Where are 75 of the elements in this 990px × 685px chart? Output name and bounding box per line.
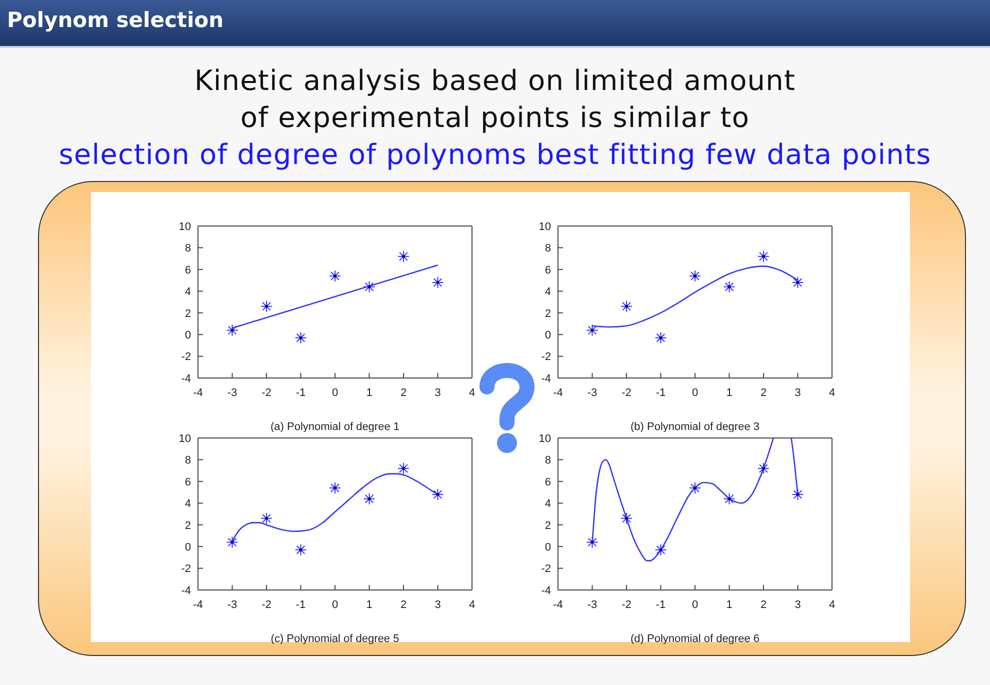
x-axis-title: (d) Polynomial of degree 6 xyxy=(630,633,760,645)
x-axis-title: (c) Polynomial of degree 5 xyxy=(270,633,400,645)
y-tick-label: 0 xyxy=(544,329,551,342)
y-tick-label: 4 xyxy=(184,286,191,298)
y-tick-label: -2 xyxy=(541,563,551,576)
y-tick-label: 2 xyxy=(544,308,551,320)
x-tick-label: -1 xyxy=(656,386,666,399)
x-tick-label: -4 xyxy=(553,386,563,399)
x-tick-label: 2 xyxy=(400,386,407,399)
x-tick-label: -3 xyxy=(227,598,238,611)
y-tick-label: 8 xyxy=(544,454,551,467)
y-tick-label: 6 xyxy=(544,264,551,276)
y-tick-label: 8 xyxy=(184,454,191,467)
text: selection of degree of polynoms best fitting few data points xyxy=(58,137,932,173)
x-tick-label: -3 xyxy=(587,598,598,611)
y-tick-label: 0 xyxy=(184,541,191,554)
x-tick-label: 2 xyxy=(760,598,767,611)
y-tick-label: 2 xyxy=(544,520,551,532)
x-tick-label: 1 xyxy=(366,386,372,399)
x-tick-label: -2 xyxy=(622,598,632,611)
x-tick-label: 3 xyxy=(434,598,441,611)
x-tick-label: 0 xyxy=(332,598,338,611)
x-tick-label: 3 xyxy=(794,598,801,611)
x-axis-title: (a) Polynomial of degree 1 xyxy=(270,421,400,433)
y-tick-label: 4 xyxy=(184,498,191,510)
y-tick-label: 6 xyxy=(544,476,551,488)
y-tick-label: -4 xyxy=(541,372,551,385)
x-tick-label: 2 xyxy=(760,386,767,399)
y-tick-label: 0 xyxy=(184,329,191,342)
x-tick-label: -4 xyxy=(553,598,563,611)
x-tick-label: 4 xyxy=(828,598,836,611)
y-tick-label: 4 xyxy=(544,286,551,298)
x-tick-label: -3 xyxy=(587,386,598,399)
x-tick-label: -1 xyxy=(296,386,306,399)
text: Polynom selection xyxy=(7,8,224,32)
x-tick-label: 4 xyxy=(468,598,476,611)
text: Kinetic analysis based on limited amount of experimental points is similar to xyxy=(193,63,797,136)
x-tick-label: 1 xyxy=(726,598,732,611)
x-tick-label: -2 xyxy=(262,598,272,611)
y-tick-label: 10 xyxy=(178,220,191,233)
x-tick-label: 4 xyxy=(468,386,476,399)
y-tick-label: -2 xyxy=(181,351,191,364)
y-tick-label: 8 xyxy=(184,242,191,255)
y-tick-label: -4 xyxy=(181,584,191,597)
x-tick-label: 1 xyxy=(366,598,372,611)
y-tick-label: 10 xyxy=(538,220,551,233)
x-tick-label: 1 xyxy=(726,386,732,399)
x-tick-label: -1 xyxy=(656,598,666,611)
x-tick-label: 2 xyxy=(400,598,407,611)
x-tick-label: -4 xyxy=(193,598,203,611)
x-tick-label: -1 xyxy=(296,598,306,611)
y-tick-label: 0 xyxy=(544,541,551,554)
x-axis-title: (b) Polynomial of degree 3 xyxy=(630,421,760,433)
y-tick-label: -2 xyxy=(181,563,191,576)
y-tick-label: -4 xyxy=(181,372,191,385)
y-tick-label: -4 xyxy=(541,584,551,597)
y-tick-label: 4 xyxy=(544,498,551,510)
x-tick-label: -2 xyxy=(622,386,632,399)
x-tick-label: -2 xyxy=(262,386,272,399)
y-tick-label: 8 xyxy=(544,242,551,255)
y-tick-label: 6 xyxy=(184,476,191,488)
y-tick-label: 2 xyxy=(184,308,191,320)
x-tick-label: 4 xyxy=(828,386,836,399)
x-tick-label: -4 xyxy=(193,386,203,399)
y-tick-label: -2 xyxy=(541,351,551,364)
y-tick-label: 10 xyxy=(178,432,191,445)
y-tick-label: 6 xyxy=(184,264,191,276)
x-tick-label: 0 xyxy=(692,386,698,399)
x-tick-label: 3 xyxy=(794,386,801,399)
y-tick-label: 2 xyxy=(184,520,191,532)
x-tick-label: 0 xyxy=(332,386,338,399)
x-tick-label: -3 xyxy=(227,386,238,399)
x-tick-label: 0 xyxy=(692,598,698,611)
y-tick-label: 10 xyxy=(538,432,551,445)
x-tick-label: 3 xyxy=(434,386,441,399)
